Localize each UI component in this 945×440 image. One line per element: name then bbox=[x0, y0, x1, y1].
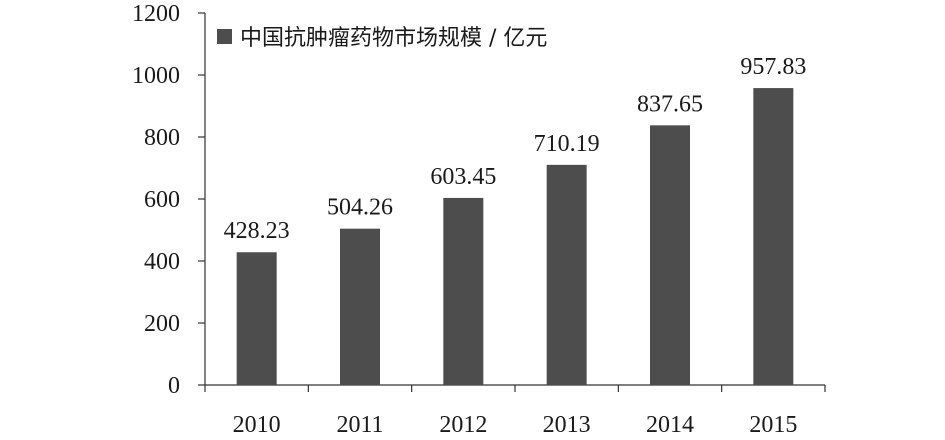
y-tick-label: 200 bbox=[144, 311, 180, 337]
legend-swatch bbox=[217, 29, 232, 44]
legend-label: 中国抗肿瘤药物市场规模 / 亿元 bbox=[240, 26, 547, 51]
bar bbox=[650, 125, 690, 386]
bar bbox=[443, 197, 484, 385]
y-tick-label: 1000 bbox=[132, 63, 180, 89]
x-tick-label: 2014 bbox=[646, 412, 694, 438]
y-tick-label: 400 bbox=[144, 249, 180, 275]
x-tick-label: 2010 bbox=[233, 412, 281, 438]
bar bbox=[753, 88, 794, 386]
x-tick-label: 2011 bbox=[336, 412, 383, 438]
bars bbox=[236, 88, 794, 386]
y-tick-label: 0 bbox=[168, 373, 180, 399]
bar-value-label: 957.83 bbox=[740, 54, 806, 80]
y-tick-label: 1200 bbox=[132, 1, 180, 27]
bar bbox=[546, 164, 587, 385]
y-tick-label: 800 bbox=[144, 125, 180, 151]
x-tick-label: 2015 bbox=[749, 412, 797, 438]
bar-value-label: 837.65 bbox=[637, 91, 703, 117]
x-tick-label: 2013 bbox=[543, 412, 591, 438]
data-labels: 428.23 504.26 603.45 710.19 837.65 957.83 bbox=[224, 54, 807, 244]
bar-value-label: 710.19 bbox=[534, 131, 600, 157]
bar bbox=[340, 228, 380, 385]
bar-value-label: 504.26 bbox=[327, 195, 393, 221]
bar-value-label: 428.23 bbox=[224, 218, 290, 244]
axes: 0 200 400 600 800 1000 1200 2010 2011 2012 2013 201… bbox=[132, 1, 826, 438]
x-tick-label: 2012 bbox=[439, 412, 487, 438]
y-tick-label: 600 bbox=[144, 187, 180, 213]
legend: 中国抗肿瘤药物市场规模 / 亿元 bbox=[217, 26, 547, 51]
bar bbox=[236, 252, 277, 385]
bar-value-label: 603.45 bbox=[430, 164, 496, 190]
